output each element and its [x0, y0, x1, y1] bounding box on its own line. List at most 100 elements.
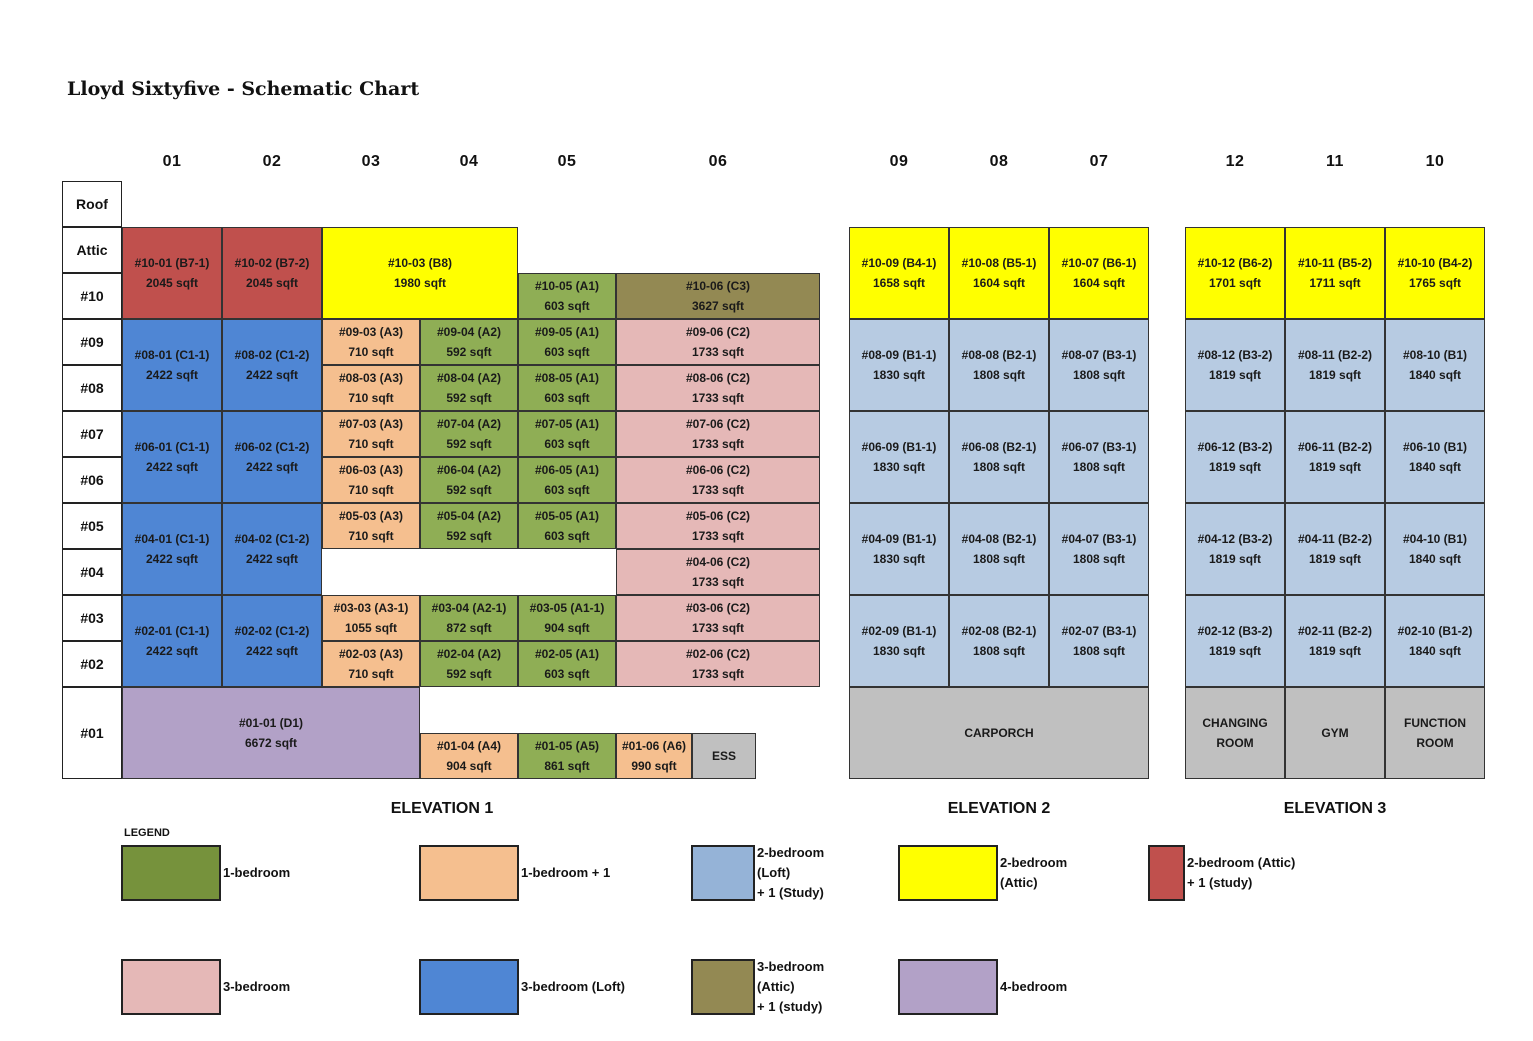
unit-cell[interactable]: #02-03 (A3) 710 sqft	[322, 641, 420, 687]
unit-cell[interactable]: #04-02 (C1-2) 2422 sqft	[222, 503, 322, 595]
unit-cell[interactable]: #06-05 (A1) 603 sqft	[518, 457, 616, 503]
unit-cell[interactable]: #06-04 (A2) 592 sqft	[420, 457, 518, 503]
unit-cell[interactable]: #08-10 (B1) 1840 sqft	[1385, 319, 1485, 411]
unit-cell[interactable]: #07-04 (A2) 592 sqft	[420, 411, 518, 457]
unit-label: #04-12 (B3-2)	[1197, 532, 1273, 546]
unit-cell[interactable]: #04-10 (B1) 1840 sqft	[1385, 503, 1485, 595]
legend-item-label: 2-bedroom (Attic) + 1 (study)	[1187, 853, 1295, 893]
unit-label: #02-03 (A3)	[338, 647, 404, 661]
unit-cell[interactable]: #08-08 (B2-1) 1808 sqft	[949, 319, 1049, 411]
unit-cell[interactable]: #02-10 (B1-2) 1840 sqft	[1385, 595, 1485, 687]
unit-cell[interactable]: #10-11 (B5-2) 1711 sqft	[1285, 227, 1385, 319]
legend-line: (Attic)	[757, 979, 795, 994]
legend-item-label: 3-bedroom	[223, 977, 290, 997]
unit-cell[interactable]: #02-05 (A1) 603 sqft	[518, 641, 616, 687]
unit-cell[interactable]: #06-07 (B3-1) 1808 sqft	[1049, 411, 1149, 503]
unit-cell[interactable]: #03-05 (A1-1) 904 sqft	[518, 595, 616, 641]
unit-cell[interactable]: #06-10 (B1) 1840 sqft	[1385, 411, 1485, 503]
unit-cell[interactable]: #10-01 (B7-1) 2045 sqft	[122, 227, 222, 319]
unit-cell[interactable]: #10-07 (B6-1) 1604 sqft	[1049, 227, 1149, 319]
unit-area: ROOM	[1216, 736, 1254, 750]
unit-label: #03-06 (C2)	[685, 601, 751, 615]
unit-cell[interactable]: #05-05 (A1) 603 sqft	[518, 503, 616, 549]
unit-cell[interactable]: #10-09 (B4-1) 1658 sqft	[849, 227, 949, 319]
unit-cell[interactable]: #01-01 (D1) 6672 sqft	[122, 687, 420, 779]
unit-cell[interactable]: #06-12 (B3-2) 1819 sqft	[1185, 411, 1285, 503]
unit-cell[interactable]: #02-06 (C2) 1733 sqft	[616, 641, 820, 687]
unit-cell[interactable]: #01-04 (A4) 904 sqft	[420, 733, 518, 779]
unit-cell[interactable]: #10-05 (A1) 603 sqft	[518, 273, 616, 319]
unit-cell[interactable]: #04-01 (C1-1) 2422 sqft	[122, 503, 222, 595]
unit-cell[interactable]: #03-04 (A2-1) 872 sqft	[420, 595, 518, 641]
unit-cell[interactable]: #02-11 (B2-2) 1819 sqft	[1285, 595, 1385, 687]
unit-label: #07-06 (C2)	[685, 417, 751, 431]
unit-cell[interactable]: #10-10 (B4-2) 1765 sqft	[1385, 227, 1485, 319]
unit-label: #06-05 (A1)	[534, 463, 600, 477]
unit-cell[interactable]: #10-03 (B8) 1980 sqft	[322, 227, 518, 319]
unit-cell[interactable]: #05-06 (C2) 1733 sqft	[616, 503, 820, 549]
unit-cell[interactable]: #05-03 (A3) 710 sqft	[322, 503, 420, 549]
unit-label: CARPORCH	[964, 726, 1034, 740]
unit-area: 2422 sqft	[145, 368, 199, 382]
unit-cell[interactable]: #02-01 (C1-1) 2422 sqft	[122, 595, 222, 687]
unit-cell[interactable]: #09-05 (A1) 603 sqft	[518, 319, 616, 365]
unit-label: #06-03 (A3)	[338, 463, 404, 477]
unit-cell[interactable]: #06-09 (B1-1) 1830 sqft	[849, 411, 949, 503]
unit-cell[interactable]: #08-07 (B3-1) 1808 sqft	[1049, 319, 1149, 411]
unit-cell[interactable]: #06-11 (B2-2) 1819 sqft	[1285, 411, 1385, 503]
unit-cell[interactable]: #02-02 (C1-2) 2422 sqft	[222, 595, 322, 687]
unit-cell[interactable]: #02-08 (B2-1) 1808 sqft	[949, 595, 1049, 687]
unit-cell[interactable]: #05-04 (A2) 592 sqft	[420, 503, 518, 549]
unit-cell[interactable]: #09-04 (A2) 592 sqft	[420, 319, 518, 365]
unit-cell[interactable]: #08-09 (B1-1) 1830 sqft	[849, 319, 949, 411]
unit-cell[interactable]: #02-09 (B1-1) 1830 sqft	[849, 595, 949, 687]
unit-label: CHANGING	[1202, 716, 1268, 730]
unit-cell[interactable]: #03-06 (C2) 1733 sqft	[616, 595, 820, 641]
unit-cell[interactable]: #06-08 (B2-1) 1808 sqft	[949, 411, 1049, 503]
unit-cell[interactable]: #03-03 (A3-1) 1055 sqft	[322, 595, 420, 641]
unit-cell[interactable]: #07-05 (A1) 603 sqft	[518, 411, 616, 457]
unit-cell[interactable]: #08-05 (A1) 603 sqft	[518, 365, 616, 411]
unit-cell[interactable]: #02-04 (A2) 592 sqft	[420, 641, 518, 687]
unit-cell[interactable]: #04-06 (C2) 1733 sqft	[616, 549, 820, 595]
unit-cell[interactable]: #04-09 (B1-1) 1830 sqft	[849, 503, 949, 595]
unit-cell[interactable]: #02-07 (B3-1) 1808 sqft	[1049, 595, 1149, 687]
unit-cell[interactable]: #06-01 (C1-1) 2422 sqft	[122, 411, 222, 503]
unit-cell[interactable]: #04-07 (B3-1) 1808 sqft	[1049, 503, 1149, 595]
unit-cell[interactable]: #07-06 (C2) 1733 sqft	[616, 411, 820, 457]
unit-cell[interactable]: #04-08 (B2-1) 1808 sqft	[949, 503, 1049, 595]
unit-area: 592 sqft	[446, 529, 492, 543]
unit-cell[interactable]: #08-11 (B2-2) 1819 sqft	[1285, 319, 1385, 411]
unit-label: #06-02 (C1-2)	[234, 440, 310, 454]
unit-cell[interactable]: #10-02 (B7-2) 2045 sqft	[222, 227, 322, 319]
unit-cell[interactable]: #04-11 (B2-2) 1819 sqft	[1285, 503, 1385, 595]
unit-label: #02-06 (C2)	[685, 647, 751, 661]
unit-cell[interactable]: #08-03 (A3) 710 sqft	[322, 365, 420, 411]
unit-area: 6672 sqft	[244, 736, 298, 750]
unit-cell[interactable]: #10-08 (B5-1) 1604 sqft	[949, 227, 1049, 319]
unit-area: 1733 sqft	[691, 345, 745, 359]
unit-cell[interactable]: #10-12 (B6-2) 1701 sqft	[1185, 227, 1285, 319]
unit-cell[interactable]: #01-06 (A6) 990 sqft	[616, 733, 692, 779]
unit-label: #09-05 (A1)	[534, 325, 600, 339]
unit-cell[interactable]: #06-02 (C1-2) 2422 sqft	[222, 411, 322, 503]
unit-cell[interactable]: #08-01 (C1-1) 2422 sqft	[122, 319, 222, 411]
unit-cell[interactable]: #09-03 (A3) 710 sqft	[322, 319, 420, 365]
column-header: 09	[889, 153, 909, 170]
unit-cell[interactable]: #09-06 (C2) 1733 sqft	[616, 319, 820, 365]
unit-cell[interactable]: #08-04 (A2) 592 sqft	[420, 365, 518, 411]
legend-item-label: 2-bedroom (Loft) + 1 (Study)	[757, 843, 824, 903]
page-title: Lloyd Sixtyfive - Schematic Chart	[67, 78, 420, 100]
unit-cell[interactable]: #01-05 (A5) 861 sqft	[518, 733, 616, 779]
unit-cell[interactable]: #06-03 (A3) 710 sqft	[322, 457, 420, 503]
unit-cell[interactable]: #04-12 (B3-2) 1819 sqft	[1185, 503, 1285, 595]
unit-cell[interactable]: #08-02 (C1-2) 2422 sqft	[222, 319, 322, 411]
unit-cell[interactable]: #06-06 (C2) 1733 sqft	[616, 457, 820, 503]
unit-cell[interactable]: #07-03 (A3) 710 sqft	[322, 411, 420, 457]
unit-cell[interactable]: #08-06 (C2) 1733 sqft	[616, 365, 820, 411]
unit-label: #10-08 (B5-1)	[961, 256, 1037, 270]
unit-cell[interactable]: #02-12 (B3-2) 1819 sqft	[1185, 595, 1285, 687]
unit-cell[interactable]: #10-06 (C3) 3627 sqft	[616, 273, 820, 319]
facility-changing: CHANGING ROOM	[1185, 687, 1285, 779]
unit-cell[interactable]: #08-12 (B3-2) 1819 sqft	[1185, 319, 1285, 411]
